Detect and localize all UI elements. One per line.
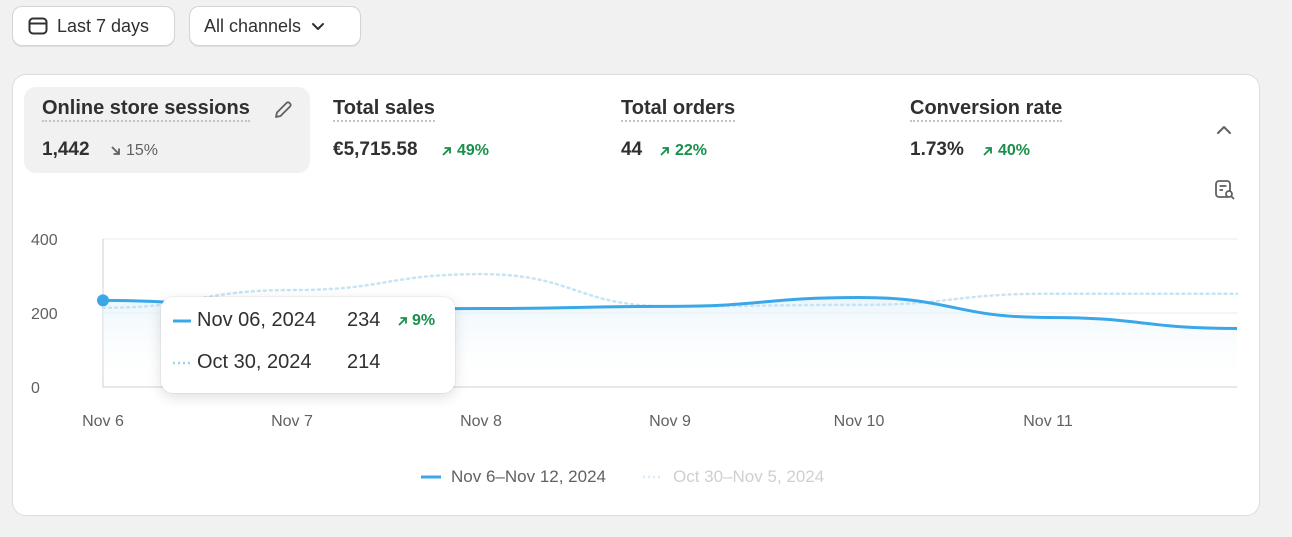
- metric-label: Total orders: [621, 97, 736, 122]
- solid-line-swatch: [173, 319, 191, 322]
- x-tick-label: Nov 6: [82, 413, 124, 430]
- dotted-line-swatch: [173, 361, 191, 364]
- tooltip-change-value: 9%: [412, 311, 436, 329]
- x-tick-label: Nov 11: [1023, 413, 1073, 430]
- metric-label: Online store sessions: [42, 97, 250, 122]
- tooltip-date: Oct 30, 2024: [197, 351, 312, 373]
- metric-change-value: 49%: [457, 142, 490, 159]
- arrow-up-right-icon: [983, 147, 992, 156]
- tooltip-value: 214: [347, 351, 381, 373]
- metric-change-value: 22%: [675, 142, 708, 159]
- date-range-button[interactable]: Last 7 days: [12, 6, 175, 46]
- chevron-down-icon: [309, 17, 327, 35]
- x-tick-label: Nov 10: [834, 413, 885, 430]
- metric-value: 1.73%: [910, 139, 964, 160]
- arrow-down-right-icon: [111, 146, 120, 155]
- metric-change: 15%: [110, 142, 158, 160]
- chart-tooltip: Nov 06, 2024 234 9% Oct 30, 2024 214: [161, 297, 455, 393]
- sessions-line-chart: 0 200 400 Nov 6 Nov 7 Nov 8 Nov 9 Nov 10 Nov 11: [31, 232, 1239, 430]
- tooltip-row-previous: Oct 30, 2024 214: [173, 351, 397, 374]
- solid-line-swatch: [421, 475, 441, 479]
- tooltip-date: Nov 06, 2024: [197, 309, 316, 331]
- metric-value: 44: [621, 139, 643, 160]
- dotted-line-swatch: [643, 475, 663, 479]
- chevron-up-icon[interactable]: [1213, 119, 1235, 146]
- metric-change-value: 15%: [126, 142, 159, 159]
- metric-change: 22%: [659, 142, 707, 160]
- pencil-icon[interactable]: [272, 99, 294, 126]
- metric-label: Total sales: [333, 97, 435, 122]
- metric-change: 40%: [982, 142, 1030, 160]
- channel-filter-label: All channels: [204, 15, 302, 36]
- tooltip-change: 9%: [397, 312, 435, 330]
- chart-explore-icon[interactable]: [1213, 178, 1237, 207]
- y-tick-label: 0: [31, 380, 40, 397]
- x-tick-label: Nov 9: [649, 413, 691, 430]
- metric-change: 49%: [441, 142, 489, 160]
- metric-value: 1,442: [42, 139, 90, 160]
- x-tick-label: Nov 8: [460, 413, 502, 430]
- tooltip-value: 234: [347, 309, 381, 331]
- channel-filter-button[interactable]: All channels: [189, 6, 361, 46]
- arrow-up-right-icon: [660, 147, 669, 156]
- x-tick-label: Nov 7: [271, 413, 313, 430]
- metric-change-value: 40%: [998, 142, 1031, 159]
- metric-tab-conversion-rate[interactable]: Conversion rate 1.73% 40%: [892, 87, 1172, 173]
- arrow-up-right-icon: [398, 316, 407, 326]
- hover-point-marker: [97, 294, 109, 307]
- calendar-icon: [27, 15, 49, 37]
- analytics-card: Online store sessions 1,442 15% Total sa…: [12, 74, 1260, 516]
- metric-tab-total-orders[interactable]: Total orders 44 22%: [603, 87, 883, 173]
- metric-label: Conversion rate: [910, 97, 1063, 122]
- arrow-up-right-icon: [442, 147, 451, 156]
- legend-item-previous[interactable]: Oct 30–Nov 5, 2024: [643, 467, 824, 487]
- legend-item-current[interactable]: Nov 6–Nov 12, 2024: [421, 467, 606, 487]
- date-range-label: Last 7 days: [57, 15, 150, 36]
- metric-value: €5,715.58: [333, 139, 418, 160]
- metric-tab-sessions[interactable]: Online store sessions 1,442 15%: [24, 87, 310, 173]
- legend-label: Oct 30–Nov 5, 2024: [673, 467, 825, 486]
- y-tick-label: 400: [31, 232, 58, 249]
- tooltip-row-current: Nov 06, 2024 234 9%: [173, 309, 435, 332]
- y-tick-label: 200: [31, 306, 58, 323]
- metric-tab-total-sales[interactable]: Total sales €5,715.58 49%: [315, 87, 595, 173]
- legend-label: Nov 6–Nov 12, 2024: [451, 467, 606, 486]
